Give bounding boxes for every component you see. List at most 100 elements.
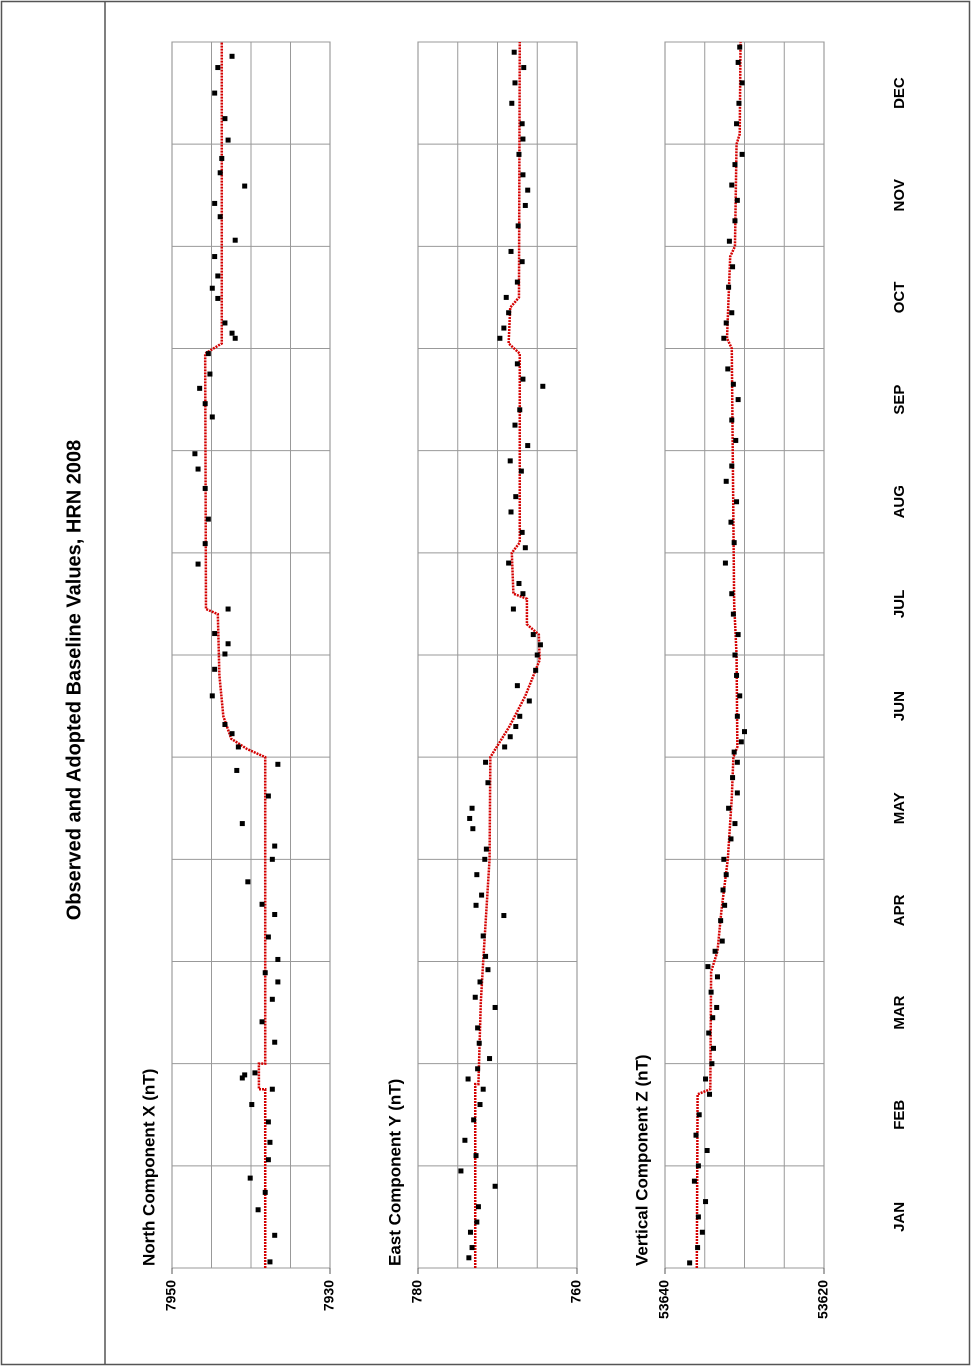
y-tick-label: 760: [568, 1280, 584, 1304]
observed-point: [706, 1030, 712, 1036]
observed-point: [483, 953, 489, 959]
observed-point: [269, 1086, 275, 1092]
observed-point: [720, 887, 726, 893]
observed-point: [537, 642, 543, 648]
observed-point: [466, 1255, 472, 1261]
observed-point: [510, 606, 516, 612]
y-tick-label: 780: [409, 1280, 425, 1304]
observed-point: [734, 790, 740, 796]
observed-point: [267, 1139, 273, 1145]
observed-point: [526, 698, 532, 704]
observed-point: [475, 1066, 481, 1072]
observed-point: [738, 739, 744, 745]
month-label: DEC: [891, 77, 908, 109]
observed-point: [222, 721, 228, 727]
observed-point: [514, 361, 520, 367]
observed-point: [520, 376, 526, 382]
observed-point: [521, 65, 527, 71]
observed-point: [262, 970, 268, 976]
observed-point: [734, 197, 740, 203]
observed-point: [732, 218, 738, 224]
observed-point: [487, 1056, 493, 1062]
observed-point: [474, 1219, 480, 1225]
observed-point: [252, 1070, 258, 1076]
observed-point: [513, 724, 519, 730]
observed-point: [205, 351, 211, 357]
observed-point: [709, 1061, 715, 1067]
observed-point: [232, 335, 238, 341]
observed-point: [235, 744, 241, 750]
observed-point: [507, 458, 513, 464]
observed-point: [467, 815, 473, 821]
y-tick-label: 7930: [321, 1280, 337, 1311]
observed-point: [525, 187, 531, 193]
observed-point: [704, 1148, 710, 1154]
observed-point: [732, 821, 738, 827]
observed-point: [520, 591, 526, 597]
observed-point: [714, 1004, 720, 1010]
observed-point: [232, 237, 238, 243]
observed-point: [265, 1119, 271, 1125]
observed-point: [272, 1232, 278, 1238]
observed-point: [730, 381, 736, 387]
observed-point: [222, 116, 228, 122]
observed-point: [249, 1102, 255, 1108]
page-title: Observed and Adopted Baseline Values, HR…: [63, 440, 85, 921]
observed-point: [735, 59, 741, 65]
observed-point: [516, 580, 522, 586]
panel-label: East Component Y (nT): [385, 1079, 404, 1266]
observed-point: [202, 541, 208, 547]
observed-point: [517, 713, 523, 719]
observed-point: [730, 264, 736, 270]
observed-point: [703, 1199, 709, 1205]
observed-point: [691, 1178, 697, 1184]
observed-point: [265, 934, 271, 940]
observed-point: [217, 170, 223, 176]
observed-point: [695, 1163, 701, 1169]
observed-point: [509, 100, 515, 106]
y-tick-label: 53640: [656, 1280, 672, 1319]
observed-point: [469, 805, 475, 811]
panel-label: North Component X (nT): [139, 1069, 158, 1266]
observed-point: [731, 749, 737, 755]
observed-point: [229, 330, 235, 336]
observed-point: [482, 856, 488, 862]
observed-point: [462, 1137, 468, 1143]
observed-point: [477, 1102, 483, 1108]
observed-point: [703, 1076, 709, 1082]
observed-point: [519, 259, 525, 265]
observed-point: [267, 1259, 273, 1265]
observed-point: [705, 964, 711, 970]
observed-point: [734, 672, 740, 678]
observed-point: [217, 214, 223, 220]
observed-point: [477, 979, 483, 985]
observed-point: [272, 1039, 278, 1045]
observed-point: [476, 1040, 482, 1046]
observed-point: [733, 437, 739, 443]
observed-point: [721, 335, 727, 341]
observed-point: [212, 254, 218, 260]
panel-label: Vertical Component Z (nT): [632, 1054, 651, 1266]
observed-point: [209, 285, 215, 291]
observed-point: [514, 279, 520, 285]
observed-point: [234, 767, 240, 773]
observed-point: [471, 1117, 477, 1123]
observed-point: [723, 872, 729, 878]
observed-point: [516, 151, 522, 157]
observed-point: [729, 591, 735, 597]
month-label: NOV: [891, 179, 908, 212]
observed-point: [508, 509, 514, 515]
observed-point: [229, 731, 235, 737]
observed-point: [492, 1004, 498, 1010]
observed-point: [215, 273, 221, 279]
observed-point: [522, 545, 528, 551]
observed-point: [265, 793, 271, 799]
observed-point: [225, 641, 231, 647]
observed-point: [518, 468, 524, 474]
observed-point: [512, 422, 518, 428]
observed-point: [475, 1025, 481, 1031]
observed-point: [530, 632, 536, 638]
observed-point: [473, 902, 479, 908]
month-label: APR: [891, 894, 908, 926]
